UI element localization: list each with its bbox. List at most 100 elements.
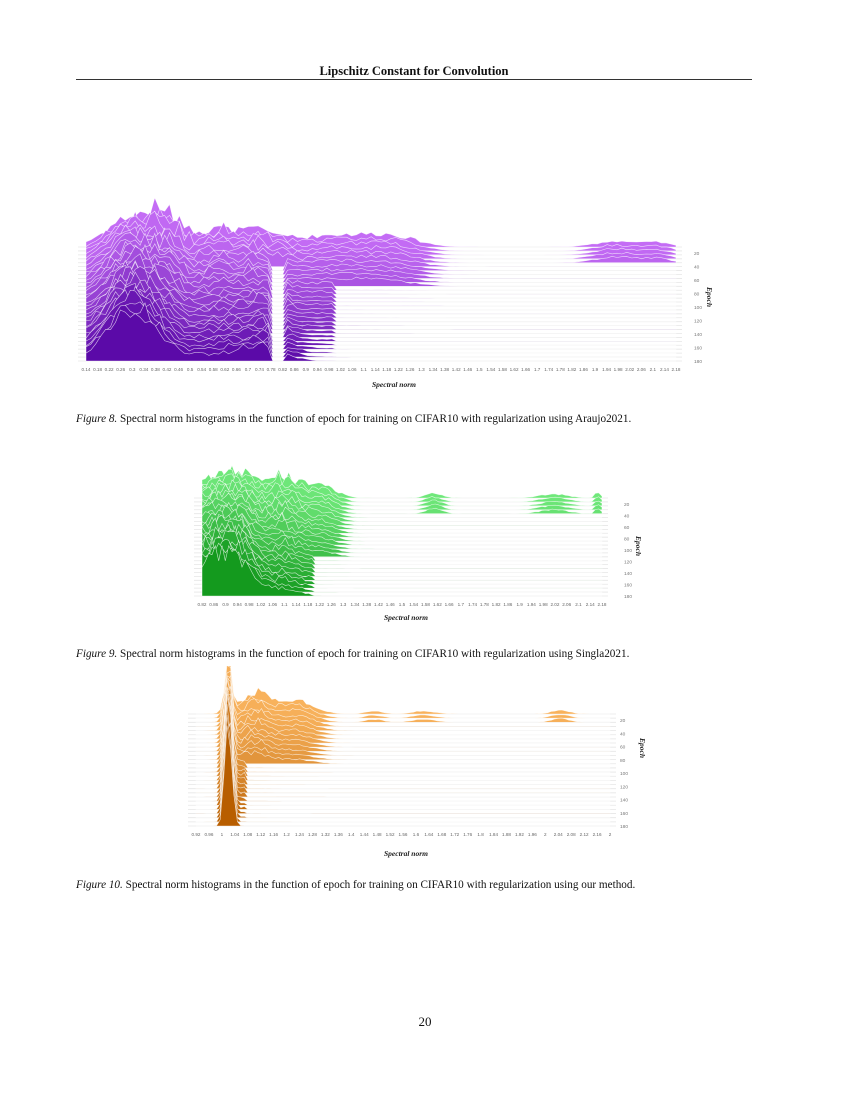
x-tick-label: 1.94	[527, 602, 536, 607]
x-tick-label: 1.56	[399, 832, 408, 837]
x-tick-label: 2.08	[567, 832, 576, 837]
x-tick-label: 0.78	[267, 367, 276, 372]
x-tick-label: 1.78	[480, 602, 489, 607]
x-tick-label: 1.4	[348, 832, 355, 837]
x-axis-title: Spectral norm	[384, 613, 428, 622]
y-tick-label: 100	[694, 305, 702, 311]
caption-text: Spectral norm histograms in the function…	[122, 879, 636, 891]
figure-9-chart: 0.82 0.86 0.9 0.94 0.98 1.02 1.06 1.1 1.14 1.18 1.…	[190, 436, 650, 626]
figure-9-caption: Figure 9. Spectral norm histograms in th…	[76, 648, 629, 660]
x-tick-label: 2.18	[598, 602, 607, 607]
x-tick-label: 0.98	[324, 367, 333, 372]
x-tick-label: 2	[544, 832, 547, 837]
y-tick-label: 60	[624, 525, 630, 531]
x-tick-label: 2.14	[660, 367, 669, 372]
x-tick-label: 0.34	[139, 367, 148, 372]
x-tick-label: 1.78	[556, 367, 565, 372]
x-tick-label: 1.98	[539, 602, 548, 607]
x-tick-label: 1.24	[295, 832, 304, 837]
figure-10-chart: 0.92 0.96 1 1.04 1.08 1.12 1.16 1.2 1.24 1.28 1.32…	[188, 666, 653, 862]
y-tick-label: 100	[624, 548, 632, 554]
figure-10-caption: Figure 10. Spectral norm histograms in t…	[76, 879, 635, 891]
x-tick-label: 1.38	[362, 602, 371, 607]
x-tick-label: 1.66	[521, 367, 530, 372]
x-tick-label: 1.22	[315, 602, 324, 607]
x-tick-label: 1.52	[386, 832, 395, 837]
y-tick-label: 120	[624, 560, 632, 566]
y-tick-label: 160	[624, 583, 632, 589]
x-tick-label: 0.3	[129, 367, 136, 372]
x-tick-label: 1.82	[567, 367, 576, 372]
x-tick-label: 0.94	[233, 602, 242, 607]
y-tick-label: 40	[624, 514, 630, 520]
y-tick-label: 20	[624, 502, 630, 508]
x-tick-label: 0.22	[105, 367, 114, 372]
x-axis-title: Spectral norm	[372, 380, 416, 389]
y-axis-ticks: 20 40 60 80 100 120 140 160 180	[620, 718, 628, 830]
y-tick-label: 20	[694, 251, 700, 257]
y-tick-label: 80	[694, 292, 700, 298]
x-tick-label: 1.48	[373, 832, 382, 837]
x-tick-label: 1.02	[336, 367, 345, 372]
x-tick-label: 1.98	[614, 367, 623, 372]
x-tick-label: 0.66	[232, 367, 241, 372]
x-tick-label: 1.8	[477, 832, 484, 837]
x-tick-label: 0.86	[290, 367, 299, 372]
x-tick-label: 1.7	[458, 602, 465, 607]
x-tick-label: 1.84	[489, 832, 498, 837]
x-tick-label: 0.46	[174, 367, 183, 372]
x-tick-label: 1.1	[281, 602, 288, 607]
y-tick-label: 180	[624, 594, 632, 600]
y-tick-label: 140	[620, 798, 628, 804]
x-tick-label: 1.9	[592, 367, 599, 372]
x-tick-label: 1.26	[405, 367, 414, 372]
running-head: Lipschitz Constant for Convolution	[319, 64, 509, 78]
x-tick-label: 1.04	[230, 832, 239, 837]
x-tick-label: 1.16	[269, 832, 278, 837]
x-tick-label: 0.96	[204, 832, 213, 837]
x-tick-label: 0.74	[255, 367, 264, 372]
y-tick-label: 120	[620, 784, 628, 790]
x-axis-ticks: 0.82 0.86 0.9 0.94 0.98 1.02 1.06 1.1 1.14 1.18 1.…	[198, 602, 607, 607]
x-tick-label: 1.1	[360, 367, 367, 372]
header-rule	[76, 79, 752, 80]
x-tick-label: 0.98	[245, 602, 254, 607]
x-tick-label: 2.02	[625, 367, 634, 372]
x-tick-label: 1.9	[516, 602, 523, 607]
x-tick-label: 1.54	[409, 602, 418, 607]
x-tick-label: 0.9	[303, 367, 310, 372]
y-tick-label: 180	[694, 359, 702, 365]
x-tick-label: 0.58	[209, 367, 218, 372]
x-tick-label: 1.32	[321, 832, 330, 837]
x-tick-label: 1.58	[498, 367, 507, 372]
ridgeline-plot: 0.82 0.86 0.9 0.94 0.98 1.02 1.06 1.1 1.14 1.18 1.…	[194, 464, 643, 622]
figure-8-chart: 0.14 0.18 0.22 0.26 0.3 0.34 0.38 0.42 0.46 0.5 0.…	[76, 185, 726, 395]
x-tick-label: 2.1	[575, 602, 582, 607]
x-tick-label: 1.5	[476, 367, 483, 372]
y-tick-label: 40	[620, 731, 626, 737]
x-tick-label: 1.76	[463, 832, 472, 837]
x-tick-label: 1.08	[243, 832, 252, 837]
y-tick-label: 100	[620, 771, 628, 777]
figure-label: Figure 9.	[76, 648, 118, 660]
x-tick-label: 1.34	[350, 602, 359, 607]
x-tick-label: 0.82	[198, 602, 207, 607]
ridgeline-plot: 0.14 0.18 0.22 0.26 0.3 0.34 0.38 0.42 0.46 0.5 0.…	[78, 196, 714, 389]
x-tick-label: 1.06	[348, 367, 357, 372]
y-axis-ticks: 20 40 60 80 100 120 140 160 180	[694, 251, 702, 365]
x-tick-label: 1.26	[327, 602, 336, 607]
x-tick-label: 1.86	[503, 602, 512, 607]
x-tick-label: 1.62	[433, 602, 442, 607]
y-tick-label: 160	[620, 811, 628, 817]
x-tick-label: 0.94	[313, 367, 322, 372]
x-tick-label: 1.62	[510, 367, 519, 372]
x-tick-label: 1.74	[544, 367, 553, 372]
x-tick-label: 1.58	[421, 602, 430, 607]
x-tick-label: 1.44	[360, 832, 369, 837]
x-tick-label: 1.6	[413, 832, 420, 837]
x-tick-label: 0.9	[222, 602, 229, 607]
y-tick-label: 140	[624, 571, 632, 577]
x-tick-label: 1.22	[394, 367, 403, 372]
x-tick-label: 1.12	[256, 832, 265, 837]
y-tick-label: 20	[620, 718, 626, 724]
